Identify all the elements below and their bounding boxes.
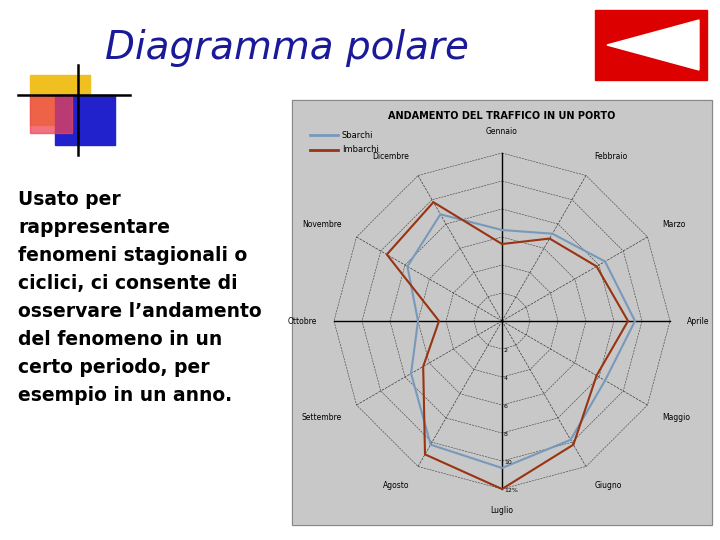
Text: Giugno: Giugno [595, 481, 622, 490]
Text: Marzo: Marzo [662, 220, 685, 228]
Text: Luglio: Luglio [490, 506, 513, 515]
Text: 6: 6 [504, 404, 508, 409]
Text: 4: 4 [504, 376, 508, 381]
Text: Sbarchi: Sbarchi [342, 131, 374, 139]
Bar [595, 10, 707, 80]
Text: 10: 10 [504, 460, 512, 465]
Polygon shape [607, 20, 699, 70]
Text: Agosto: Agosto [383, 481, 410, 490]
Text: Maggio: Maggio [662, 414, 690, 422]
Text: Ottobre: Ottobre [288, 316, 318, 326]
Text: 2: 2 [504, 348, 508, 353]
Text: Usato per
rappresentare
fenomeni stagionali o
ciclici, ci consente di
osservare : Usato per rappresentare fenomeni stagion… [18, 190, 261, 405]
Text: ANDAMENTO DEL TRAFFICO IN UN PORTO: ANDAMENTO DEL TRAFFICO IN UN PORTO [388, 111, 616, 121]
Text: Gennaio: Gennaio [486, 127, 518, 136]
Text: Novembre: Novembre [302, 220, 342, 228]
Text: Imbarchi: Imbarchi [342, 145, 379, 154]
Bar [292, 100, 712, 525]
Text: 12%: 12% [504, 488, 518, 493]
Bar [30, 95, 72, 133]
Bar [292, 100, 712, 525]
Text: Dicembre: Dicembre [373, 152, 410, 161]
Text: Aprile: Aprile [687, 316, 709, 326]
Bar [55, 95, 115, 145]
Text: 8: 8 [504, 432, 508, 437]
Text: Diagramma polare: Diagramma polare [105, 29, 469, 67]
Text: Febbraio: Febbraio [595, 152, 628, 161]
Bar [30, 75, 90, 125]
Text: Settembre: Settembre [302, 414, 342, 422]
